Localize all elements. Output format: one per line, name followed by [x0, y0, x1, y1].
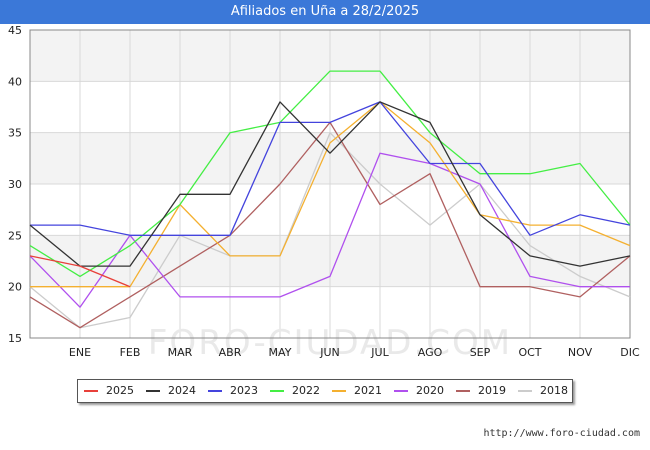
- series-line-2018: [29, 132, 631, 329]
- y-tick-label: 30: [8, 178, 22, 191]
- legend-label: 2024: [168, 384, 196, 397]
- legend: 2025 2024 2023 2022 2021 2020 2019 2018: [77, 379, 573, 403]
- legend-item-2020: 2020: [394, 380, 444, 402]
- series-line-2025: [29, 255, 131, 288]
- x-tick-label: SEP: [470, 346, 491, 359]
- y-tick-label: 45: [8, 24, 22, 37]
- source-url[interactable]: http://www.foro-ciudad.com: [483, 428, 640, 439]
- legend-label: 2021: [354, 384, 382, 397]
- series-line-2024: [29, 101, 631, 267]
- axes: 15 20 25 30 35 40 45 ENE FEB MAR ABR MAY JUN JUL AGO SE…: [8, 24, 640, 359]
- legend-label: 2020: [416, 384, 444, 397]
- legend-swatch: [518, 390, 532, 392]
- x-tick-label: MAY: [269, 346, 292, 359]
- legend-swatch: [332, 390, 346, 392]
- y-tick-label: 15: [8, 332, 22, 345]
- legend-item-2022: 2022: [270, 380, 320, 402]
- line-chart: FORO-CIUDAD.COM 15 20 25 30 35 40 45 ENE FEB MAR A…: [8, 24, 640, 363]
- legend-item-2024: 2024: [146, 380, 196, 402]
- x-tick-label: ENE: [69, 346, 91, 359]
- x-tick-label: FEB: [120, 346, 141, 359]
- x-tick-label: ABR: [219, 346, 242, 359]
- legend-label: 2025: [106, 384, 134, 397]
- legend-item-2025: 2025: [84, 380, 134, 402]
- legend-label: 2019: [478, 384, 506, 397]
- x-tick-label: AGO: [418, 346, 443, 359]
- x-tick-label: MAR: [168, 346, 193, 359]
- y-tick-label: 40: [8, 75, 22, 88]
- legend-item-2021: 2021: [332, 380, 382, 402]
- watermark-text: FORO-CIUDAD.COM: [148, 323, 512, 363]
- legend-label: 2018: [540, 384, 568, 397]
- plot-frame: [29, 29, 631, 339]
- legend-swatch: [394, 390, 408, 392]
- x-tick-label: JUN: [319, 346, 340, 359]
- series-lines: [29, 70, 631, 329]
- legend-item-2018: 2018: [518, 380, 568, 402]
- legend-swatch: [270, 390, 284, 392]
- legend-swatch: [208, 390, 222, 392]
- y-tick-label: 35: [8, 127, 22, 140]
- legend-label: 2022: [292, 384, 320, 397]
- chart-title: Afiliados en Uña a 28/2/2025: [0, 0, 650, 24]
- x-tick-label: OCT: [518, 346, 541, 359]
- series-line-2022: [29, 70, 631, 278]
- legend-item-2019: 2019: [456, 380, 506, 402]
- legend-item-2023: 2023: [208, 380, 258, 402]
- legend-label: 2023: [230, 384, 258, 397]
- legend-swatch: [146, 390, 160, 392]
- legend-swatch: [456, 390, 470, 392]
- series-line-2023: [30, 101, 631, 236]
- y-tick-label: 25: [8, 229, 22, 242]
- x-tick-label: DIC: [620, 346, 640, 359]
- x-tick-label: JUL: [370, 346, 389, 359]
- y-tick-label: 20: [8, 281, 22, 294]
- legend-swatch: [84, 390, 98, 392]
- x-tick-label: NOV: [568, 346, 593, 359]
